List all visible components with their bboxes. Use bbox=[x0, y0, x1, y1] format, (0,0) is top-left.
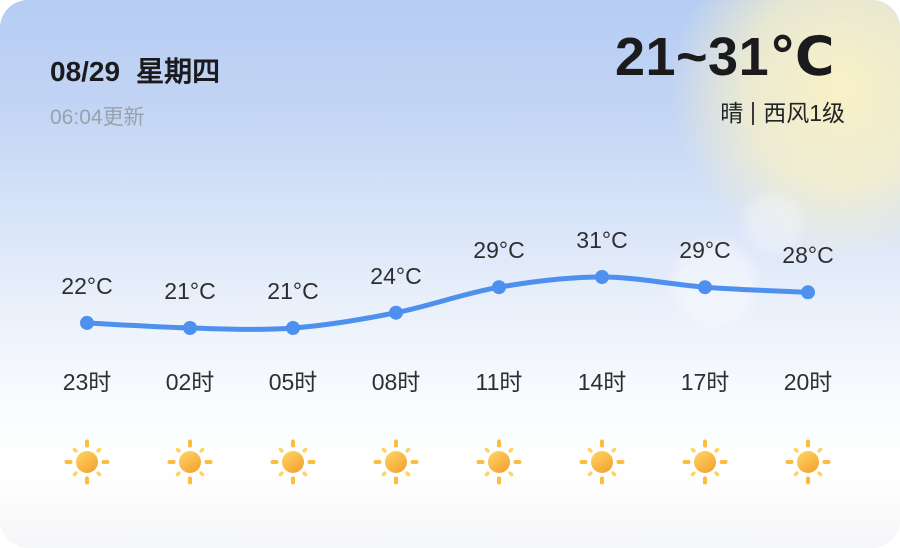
time-label: 02时 bbox=[165, 369, 215, 395]
temp-range-label: 21~31℃ bbox=[614, 27, 835, 87]
bokeh-circle bbox=[743, 193, 803, 253]
point-temp-label: 28°C bbox=[782, 242, 834, 269]
header-left: 08/29 星期四 06:04更新 bbox=[50, 56, 220, 130]
data-point-dot bbox=[286, 321, 300, 335]
separator bbox=[752, 101, 755, 125]
date-label: 08/29 bbox=[50, 56, 121, 87]
time-label: 17时 bbox=[680, 369, 730, 395]
point-temp-label: 31°C bbox=[576, 227, 628, 253]
data-point-dot bbox=[183, 321, 197, 335]
time-label: 23时 bbox=[62, 369, 112, 395]
sun-icon bbox=[784, 438, 832, 486]
weekday-label: 星期四 bbox=[136, 56, 221, 87]
point-temp-label: 24°C bbox=[370, 262, 422, 289]
time-label: 08时 bbox=[371, 369, 421, 395]
sun-icon bbox=[578, 438, 626, 486]
header-right: 21~31℃ 晴 西风1级 bbox=[615, 28, 845, 128]
point-temp-label: 29°C bbox=[473, 237, 525, 264]
data-point-dot bbox=[698, 280, 712, 295]
date-row: 08/29 星期四 bbox=[50, 56, 220, 88]
data-point-dot bbox=[492, 280, 506, 295]
data-point-dot bbox=[595, 270, 609, 284]
update-time-label: 06:04更新 bbox=[50, 106, 145, 129]
point-temp-label: 21°C bbox=[164, 278, 216, 304]
wind-label: 西风1级 bbox=[763, 100, 845, 126]
data-point-dot bbox=[389, 305, 403, 320]
condition-label: 晴 bbox=[720, 100, 744, 126]
point-temp-label: 29°C bbox=[679, 237, 731, 264]
time-label: 14时 bbox=[577, 369, 627, 395]
condition-row: 晴 西风1级 bbox=[615, 98, 845, 128]
sun-icon bbox=[681, 438, 729, 486]
time-label: 11时 bbox=[475, 369, 523, 395]
sun-icon bbox=[166, 438, 214, 486]
sun-icon bbox=[63, 438, 111, 486]
temperature-line bbox=[84, 274, 811, 332]
data-point-dot bbox=[80, 315, 94, 330]
sun-icon bbox=[269, 438, 317, 486]
point-temp-label: 21°C bbox=[267, 278, 319, 304]
data-point-dot bbox=[801, 285, 815, 300]
time-label: 05时 bbox=[268, 369, 318, 395]
sun-icon bbox=[372, 438, 420, 486]
sun-icon bbox=[475, 438, 523, 486]
point-temp-label: 22°C bbox=[61, 272, 113, 299]
time-label: 20时 bbox=[783, 369, 833, 395]
